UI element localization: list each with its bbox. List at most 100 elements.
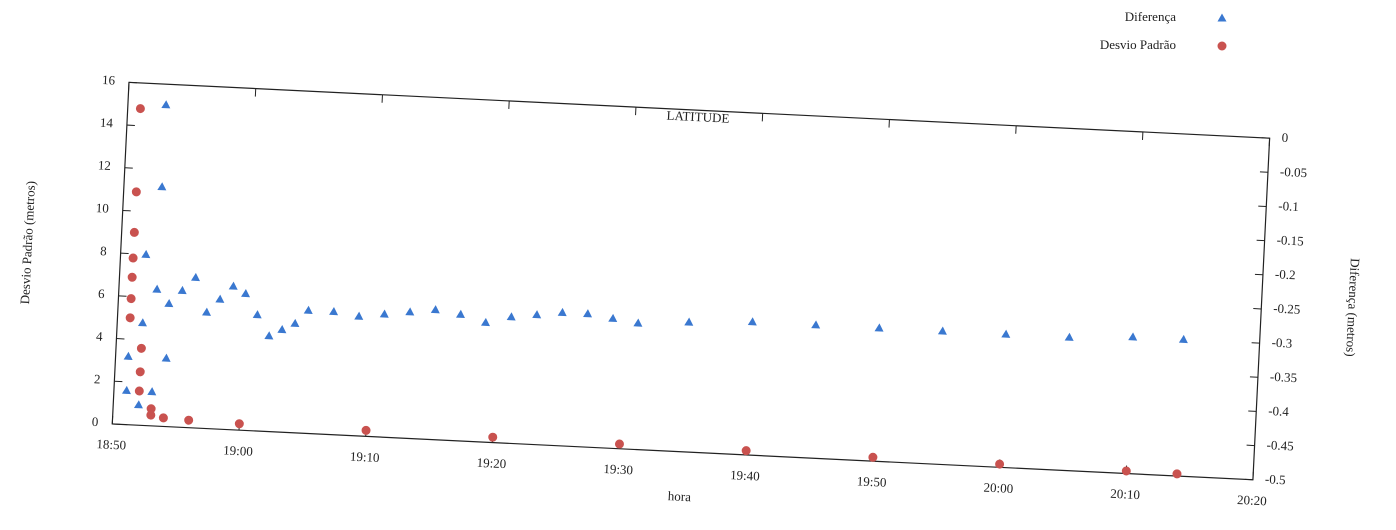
y2-tick-label: 0 (1281, 130, 1288, 145)
point (126, 294, 136, 304)
x-tick-label: 20:20 (1237, 492, 1267, 508)
point (202, 307, 211, 316)
point (1064, 332, 1074, 341)
plot-frame (111, 81, 1271, 481)
point (874, 323, 884, 332)
point (684, 317, 694, 326)
point (868, 452, 878, 462)
point (125, 313, 135, 323)
point (1178, 334, 1188, 344)
point (184, 415, 194, 425)
point (608, 313, 618, 323)
y-tick-label: 0 (92, 414, 99, 429)
point (583, 309, 593, 318)
legend-marker (1217, 41, 1227, 51)
point (532, 310, 542, 319)
series (125, 104, 1182, 479)
point (361, 425, 371, 435)
point (137, 318, 147, 327)
point (129, 227, 139, 237)
point (455, 309, 465, 319)
point (937, 326, 947, 335)
point (191, 272, 200, 282)
point (141, 249, 151, 259)
point (430, 305, 440, 314)
point (136, 343, 146, 353)
x-tick-label: 19:10 (350, 449, 380, 465)
point (177, 285, 187, 295)
point (557, 307, 567, 317)
legend-label: Desvio Padrão (1100, 37, 1176, 52)
point (506, 312, 516, 321)
series (121, 100, 1188, 409)
point (121, 385, 131, 395)
x-tick-label: 19:30 (603, 461, 633, 477)
point (158, 413, 168, 423)
point (1001, 329, 1011, 338)
point (379, 309, 389, 318)
point (614, 439, 624, 449)
point (633, 318, 643, 327)
y2-tick-label: -0.3 (1271, 335, 1292, 351)
y-tick-label: 16 (102, 72, 116, 88)
point (290, 318, 300, 328)
point (234, 419, 244, 429)
y2-tick-label: -0.4 (1268, 403, 1290, 419)
point (747, 317, 757, 326)
point (329, 307, 339, 316)
point (488, 432, 498, 442)
y-tick-label: 10 (95, 200, 109, 216)
y2-tick-label: -0.1 (1278, 198, 1299, 214)
point (1128, 332, 1138, 341)
y2-tick-label: -0.25 (1273, 301, 1301, 317)
point (811, 320, 821, 329)
point (127, 272, 137, 282)
point (152, 284, 162, 293)
x-axis-label: hora (668, 488, 692, 504)
point (1121, 466, 1131, 476)
y2-tick-label: -0.35 (1270, 369, 1298, 385)
plot-area: LATITUDE hora Desvio Padrão (metros) Dif… (17, 72, 1363, 508)
chart-title: LATITUDE (666, 108, 730, 126)
x-tick-label: 19:50 (857, 473, 887, 489)
point (135, 367, 145, 377)
point (1172, 469, 1182, 479)
point (135, 104, 145, 114)
point (241, 289, 251, 298)
point (252, 310, 262, 319)
point (995, 459, 1005, 469)
point (131, 187, 141, 197)
y2-tick-label: -0.45 (1266, 437, 1294, 453)
point (123, 351, 133, 360)
x-tick-label: 19:00 (223, 442, 253, 458)
y-tick-label: 12 (98, 157, 112, 173)
legend-label: Diferença (1125, 9, 1176, 24)
point (133, 400, 143, 409)
x-tick-label: 20:00 (983, 480, 1013, 496)
y2-tick-label: -0.05 (1280, 164, 1308, 180)
y-tick-label: 6 (98, 286, 106, 301)
point (157, 182, 167, 191)
y-tick-label: 4 (96, 329, 104, 344)
point (264, 331, 274, 340)
x-tick-label: 20:10 (1110, 486, 1140, 502)
x-tick-label: 19:20 (476, 455, 506, 471)
y-axis-label: Desvio Padrão (metros) (17, 181, 38, 305)
point (146, 410, 156, 420)
legend-marker (1217, 13, 1227, 22)
point (354, 311, 364, 320)
x-tick-label: 18:50 (96, 436, 126, 452)
point (146, 404, 156, 414)
y2-axis-label: Diferença (metros) (1343, 258, 1363, 357)
point (161, 353, 171, 362)
point (128, 253, 138, 263)
y2-tick-label: -0.2 (1275, 266, 1296, 282)
point (303, 305, 313, 314)
legend: Diferença Desvio Padrão (1100, 9, 1227, 52)
point (277, 325, 287, 334)
point (147, 387, 157, 396)
y-tick-label: 2 (94, 371, 101, 386)
y2-tick-label: -0.5 (1265, 471, 1286, 487)
point (134, 386, 144, 396)
